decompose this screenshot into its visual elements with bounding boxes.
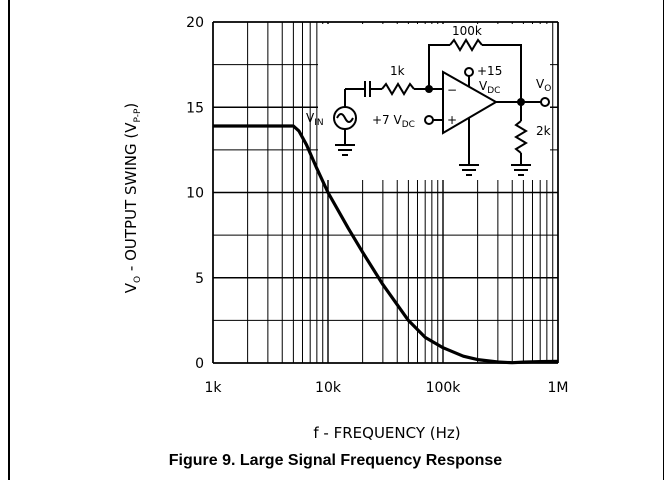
y-tick-labels: 0 5 10 15 20 [186,15,204,372]
source-text: V [306,111,315,125]
bias-terminal [424,115,434,125]
x-tick-label: 1M [548,380,569,396]
figure-caption: Figure 9. Large Signal Frequency Respons… [168,452,503,469]
output-junction-dot [517,98,525,106]
input-resistor [381,82,415,96]
load-resistor [514,120,528,154]
y-axis-label: VO - OUTPUT SWING (VP-P) [122,103,143,293]
y-axis-label-sub2: P-P [133,108,143,122]
y-tick-label: 15 [186,100,204,116]
feedback-resistor-label: 100k [452,24,482,38]
ac-source-wave [336,113,354,123]
y-axis-label-rest: - OUTPUT SWING (V [122,122,140,276]
bias-label: +7 VDC [372,113,415,130]
series-line [213,124,559,365]
output-sub: O [544,84,551,94]
y-tick-label: 0 [195,356,204,372]
y-tick-label: 5 [195,271,204,287]
frame-right-border [663,0,664,480]
x-tick-label: 100k [426,380,462,396]
noninverting-input-sign: + [447,113,457,127]
supply-unit-text: V [479,79,488,93]
bias-text: +7 V [372,113,403,127]
output-terminal [540,97,550,107]
feedback-resistor [449,38,483,52]
x-tick-label: 10k [315,380,342,396]
y-axis-label-sub: O [133,276,143,283]
output-label: VO [536,77,551,94]
supply-unit-label: VDC [479,79,500,96]
y-axis-label-end: ) [122,103,140,109]
feedback-wire-right [482,44,522,102]
x-tick-labels: 1k 10k 100k 1M [204,380,568,396]
frame-left-border [8,0,10,480]
x-tick-label: 1k [204,380,222,396]
y-tick-label: 20 [186,15,204,31]
source-label: VIN [306,111,324,128]
output-text: V [536,77,545,91]
feedback-wire-left [428,44,450,89]
supply-label: +15 [477,64,502,78]
inverting-junction-dot [425,85,433,93]
source-sub: IN [314,118,323,128]
inverting-input-sign: − [447,83,457,97]
y-tick-label: 10 [186,186,204,202]
y-axis-label-v: V [122,282,140,293]
supply-unit-sub: DC [487,86,500,96]
load-resistor-label: 2k [536,124,551,138]
input-resistor-label: 1k [390,64,405,78]
x-axis-label: f - FREQUENCY (Hz) [313,424,460,442]
bias-sub: DC [402,120,415,130]
supply-terminal [464,67,474,77]
